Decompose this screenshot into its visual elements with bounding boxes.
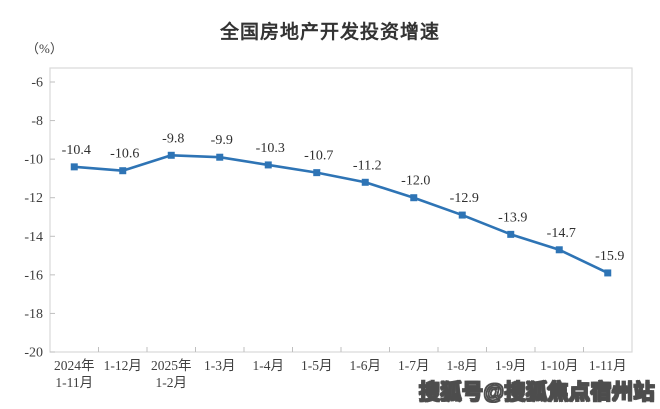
data-point-label: -12.0 [401, 174, 430, 189]
series-line [72, 153, 610, 275]
x-category-label: 1-5月 [301, 358, 333, 373]
data-point-marker [458, 211, 466, 219]
y-tick-label: -18 [24, 307, 43, 322]
x-category-label: 1-12月 [104, 358, 142, 373]
y-tick-label: -20 [24, 346, 43, 361]
data-point-marker [264, 161, 272, 169]
x-category-label: 1-11月 [589, 358, 627, 373]
x-category-label: 1-6月 [350, 358, 382, 373]
data-point-marker [361, 178, 369, 186]
y-tick-label: -16 [24, 268, 43, 283]
y-tick-label: -6 [31, 76, 43, 91]
data-point-marker [119, 167, 127, 175]
x-category-label: 1-4月 [253, 358, 285, 373]
x-category-label: 1-10月 [540, 358, 578, 373]
data-point-label: -11.2 [353, 158, 382, 173]
data-point-label: -10.7 [304, 149, 333, 164]
data-point-label: -10.6 [110, 147, 139, 162]
data-point-marker [167, 151, 175, 159]
data-point-marker [507, 230, 515, 238]
y-axis-unit-label: （%） [26, 41, 63, 56]
data-point-label: -15.9 [595, 249, 624, 264]
data-point-label: -9.8 [162, 131, 184, 146]
x-category-label: 2024年 1-11月 [54, 358, 95, 390]
y-tick-label: -10 [24, 153, 43, 168]
y-tick-label: -12 [24, 191, 43, 206]
y-tick-label: -8 [31, 114, 43, 129]
y-tick-label: -14 [24, 230, 43, 245]
data-point-label: -9.9 [211, 133, 233, 148]
data-point-marker [313, 169, 321, 177]
x-category-label: 2025年 1-2月 [151, 358, 192, 390]
data-point-marker [555, 246, 563, 254]
data-point-marker [410, 194, 418, 202]
x-category-label: 1-7月 [398, 358, 430, 373]
data-point-marker [216, 153, 224, 161]
data-point-label: -10.4 [62, 143, 91, 158]
data-point-label: -13.9 [498, 210, 527, 225]
chart-title: 全国房地产开发投资增速 [219, 22, 440, 43]
plot-border [49, 67, 633, 353]
data-point-label: -14.7 [547, 226, 576, 241]
data-point-marker [604, 269, 612, 277]
watermark: 搜狐号@搜狐焦点宿州站 [418, 380, 655, 404]
x-category-label: 1-9月 [495, 358, 527, 373]
x-category-label: 1-3月 [204, 358, 236, 373]
x-category-label: 1-8月 [447, 358, 479, 373]
data-point-label: -10.3 [256, 141, 285, 156]
data-point-label: -12.9 [450, 191, 479, 206]
data-point-marker [70, 163, 78, 171]
